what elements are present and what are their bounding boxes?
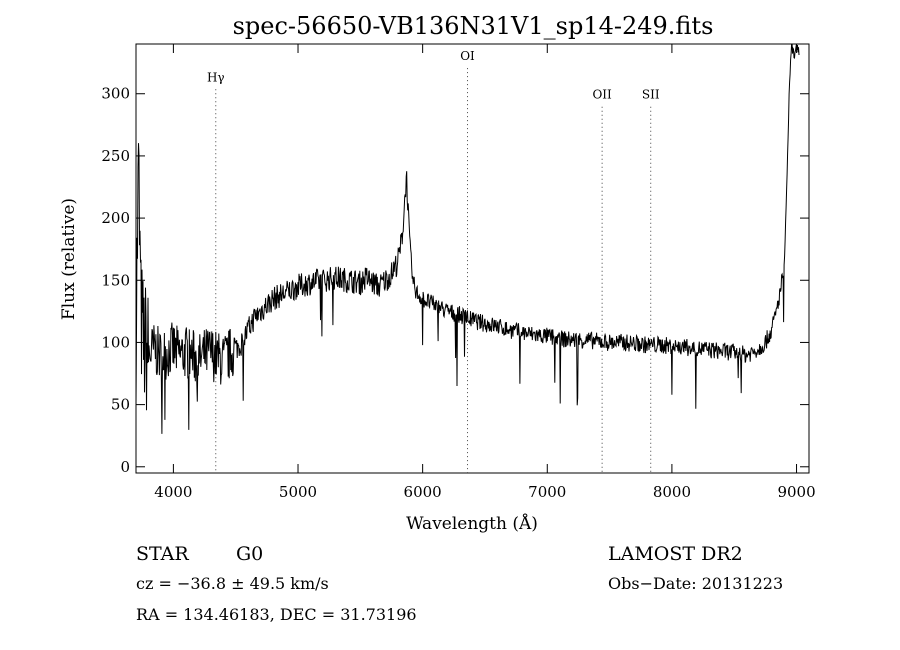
- observation-date: Obs−Date: 20131223: [608, 574, 783, 593]
- line-marker-label: OII: [592, 88, 612, 102]
- y-axis-label: Flux (relative): [59, 198, 79, 320]
- y-tick-label: 50: [111, 396, 130, 414]
- y-tick-label: 0: [120, 458, 130, 476]
- x-tick-label: 7000: [528, 483, 566, 501]
- survey-name: LAMOST DR2: [608, 543, 743, 565]
- x-tick-label: 6000: [404, 483, 442, 501]
- x-tick-label: 5000: [279, 483, 317, 501]
- y-tick-label: 100: [101, 333, 130, 351]
- plot-frame: [135, 43, 810, 474]
- line-marker-label: OI: [460, 49, 475, 63]
- x-tick-label: 8000: [653, 483, 691, 501]
- y-tick-label: 300: [101, 85, 130, 103]
- line-marker-label: SII: [642, 88, 660, 102]
- x-tick-label: 9000: [777, 483, 815, 501]
- y-tick-label: 200: [101, 209, 130, 227]
- y-tick-label: 150: [101, 271, 130, 289]
- spectral-line-markers: Hγ OI OII SII: [207, 49, 660, 473]
- object-subclass: G0: [236, 543, 263, 565]
- x-axis-label: Wavelength (Å): [406, 513, 538, 534]
- y-tick-label: 250: [101, 147, 130, 165]
- spectrum-line: [135, 43, 800, 434]
- x-axis-ticks: 4000 5000 6000 7000 8000 9000: [154, 44, 816, 501]
- object-class: STAR: [136, 543, 189, 565]
- chart-title: spec-56650-VB136N31V1_sp14-249.fits: [233, 12, 714, 40]
- line-marker-label: Hγ: [207, 70, 225, 84]
- y-axis-ticks: 0 50 100 150 200 250 300: [101, 85, 809, 476]
- coordinates: RA = 134.46183, DEC = 31.73196: [136, 605, 417, 624]
- redshift-velocity: cz = −36.8 ± 49.5 km/s: [136, 574, 329, 593]
- x-tick-label: 4000: [154, 483, 192, 501]
